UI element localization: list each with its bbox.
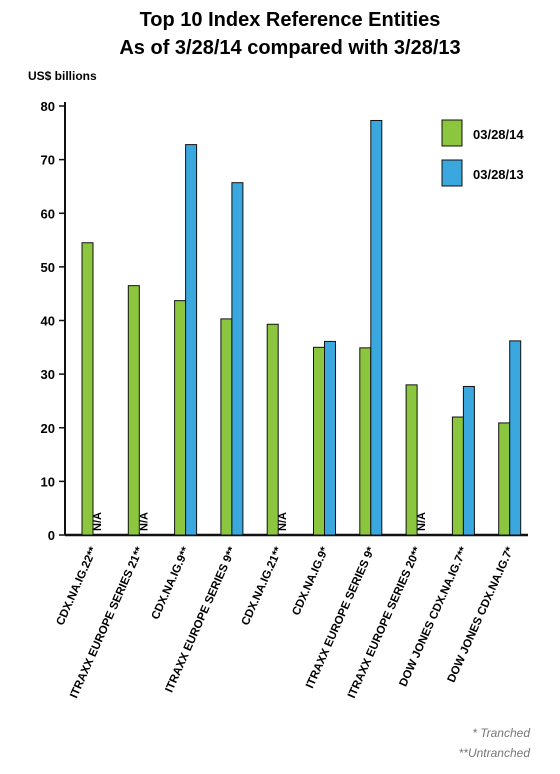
y-tick-label: 30 (41, 367, 55, 382)
na-label: N/A (416, 512, 428, 531)
y-tick-label: 80 (41, 99, 55, 114)
bar-2013 (324, 340, 336, 536)
bar-2014 (359, 347, 372, 536)
footnote-tranched: * Tranched (472, 726, 530, 740)
na-label: N/A (92, 512, 104, 531)
x-tick-label: CDX.NA.IG.9** (150, 545, 193, 622)
bar-2013 (231, 182, 244, 536)
y-tick-label: 70 (41, 153, 55, 168)
bar-2013 (509, 340, 522, 536)
x-tick-label: CDX.NA.IG.21** (240, 545, 285, 627)
chart-title-line-1: Top 10 Index Reference Entities (140, 9, 441, 31)
x-tick-label: CDX.NA.IG.9* (290, 545, 331, 617)
bar-2014 (220, 318, 233, 536)
y-axis-label: US$ billions (28, 69, 97, 83)
bar-2013 (462, 385, 475, 536)
bar-2014 (174, 300, 187, 536)
y-tick-label: 40 (41, 314, 55, 329)
y-tick-label: 0 (48, 528, 55, 543)
bar-2014 (405, 384, 418, 536)
legend-swatch (441, 159, 463, 187)
legend-label: 03/28/13 (473, 167, 524, 182)
bar-2013 (370, 119, 383, 536)
bars: N/A N/A N/A N/A (81, 119, 522, 536)
bar-2014 (498, 422, 511, 536)
legend-label: 03/28/14 (473, 127, 524, 142)
bar-2014 (127, 285, 140, 536)
y-tick-label: 60 (41, 206, 55, 221)
x-tick-labels: CDX.NA.IG.22**ITRAXX EUROPE SERIES 21** C… (54, 545, 516, 700)
bar-2014 (266, 323, 279, 536)
axes: 0 10 20 30 40 50 60 70 80 (41, 99, 528, 543)
na-label: N/A (138, 512, 150, 531)
legend-swatch (441, 119, 463, 147)
y-tick-label: 50 (41, 260, 55, 275)
bar-2014 (451, 416, 464, 536)
legend: 03/28/14 03/28/13 (441, 119, 524, 187)
bar-2014 (313, 346, 325, 536)
bar-2013 (185, 144, 198, 536)
na-label: N/A (277, 512, 289, 531)
x-tick-label: CDX.NA.IG.22** (54, 545, 99, 627)
footnote-untranched: **Untranched (458, 746, 530, 760)
y-tick-label: 10 (41, 474, 55, 489)
y-tick-label: 20 (41, 421, 55, 436)
chart-title-line-2: As of 3/28/14 compared with 3/28/13 (119, 37, 460, 59)
bar-2014 (81, 242, 94, 536)
